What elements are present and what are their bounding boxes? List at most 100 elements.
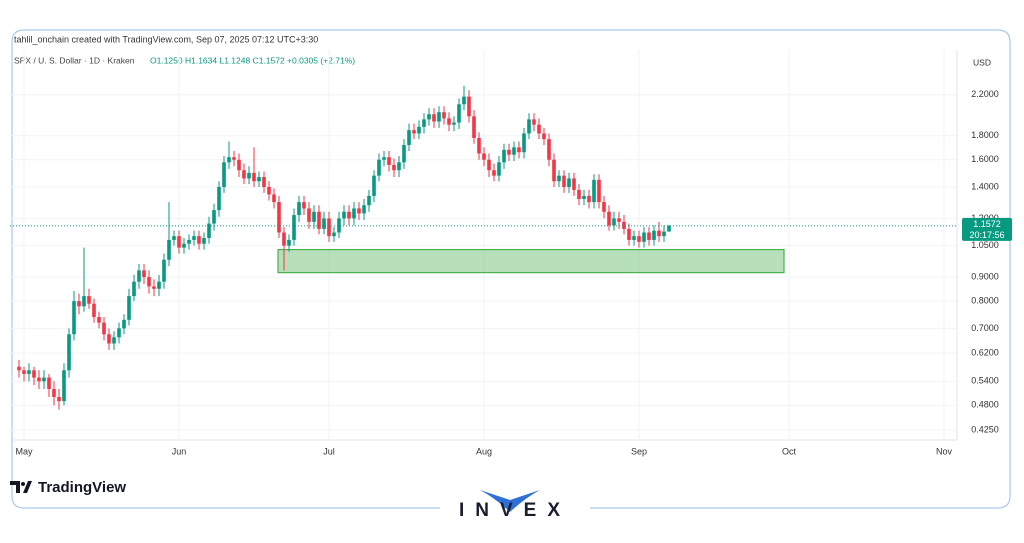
candle-body [367, 195, 371, 206]
last-price-box [962, 217, 1012, 241]
candle-body [622, 221, 626, 229]
candle-body [392, 164, 396, 171]
candle-body [142, 270, 146, 278]
candle-body [382, 157, 386, 160]
candle-body [637, 236, 641, 242]
candle-body [612, 218, 616, 226]
candle-body [422, 119, 426, 127]
candle-body [617, 218, 621, 222]
frame [11, 29, 1011, 509]
candle-body [467, 96, 471, 117]
y-tick-label: 0.4800 [971, 400, 999, 410]
candle-body [227, 157, 231, 163]
candle-body [247, 172, 251, 179]
y-tick-label: 1.2000 [971, 213, 999, 223]
candle-body [427, 114, 431, 120]
candle-body [352, 208, 356, 219]
candle-body [457, 104, 461, 123]
y-tick-label: 0.7000 [971, 323, 999, 333]
y-tick-label: 1.6000 [971, 154, 999, 164]
candle-body [87, 296, 91, 304]
candle-body [92, 303, 96, 318]
x-tick-label: May [15, 446, 33, 456]
y-tick-label: 0.5400 [971, 376, 999, 386]
candle-body [557, 175, 561, 182]
candle-body [292, 215, 296, 240]
candle-body [137, 270, 141, 282]
candle-body [77, 301, 81, 307]
candle-body [237, 159, 241, 171]
candle-body [172, 236, 176, 240]
candle-body [297, 202, 301, 216]
candle-body [287, 239, 291, 246]
candle-body [177, 236, 181, 248]
candle-body [402, 144, 406, 163]
candle-body [42, 377, 46, 382]
candle-body [362, 205, 366, 214]
candle-body [667, 225, 671, 232]
candle-body [497, 162, 501, 176]
candle-body [377, 159, 381, 176]
candle-body [272, 194, 276, 203]
candle-body [512, 147, 516, 155]
candle-body [152, 286, 156, 289]
candle-body [302, 202, 306, 209]
candle-body [107, 334, 111, 344]
x-tick-label: Jul [323, 446, 335, 456]
candle-body [462, 96, 466, 105]
candle-body [332, 232, 336, 237]
last-price-label: 1.1572 [973, 219, 1001, 229]
candle-body [197, 236, 201, 244]
candle-body [182, 243, 186, 248]
candle-body [262, 177, 266, 187]
candle-body [412, 130, 416, 134]
candle-body [27, 370, 31, 374]
candle-body [102, 322, 106, 335]
candle-body [97, 317, 101, 323]
candle-body [117, 328, 121, 338]
y-tick-label: 0.6200 [971, 348, 999, 358]
candle-body [437, 112, 441, 122]
candle-body [232, 157, 236, 160]
candle-body [252, 172, 256, 182]
y-tick-label: 1.4000 [971, 181, 999, 191]
brand-name: INVEX [459, 500, 571, 521]
x-tick-label: Sep [631, 446, 647, 456]
candle-body [592, 179, 596, 203]
symbol: SPX / U. S. Dollar · 1D · Kraken [14, 55, 135, 65]
candle-body [342, 211, 346, 219]
candle-body [537, 124, 541, 134]
platform-name: TradingView [38, 479, 126, 496]
candle-body [112, 337, 116, 344]
candle-body [22, 370, 26, 374]
candle-body [632, 236, 636, 240]
candle-body [347, 211, 351, 219]
candle-body [652, 230, 656, 240]
candle-body [122, 319, 126, 329]
candle-body [547, 139, 551, 160]
candle-body [502, 149, 506, 163]
candle-body [577, 189, 581, 199]
candle-body [277, 202, 281, 233]
candle-body [602, 202, 606, 212]
candle-body [522, 133, 526, 153]
candle-body [507, 149, 511, 155]
logo-dot [21, 482, 25, 486]
candle-body [72, 301, 76, 335]
candle-body [532, 119, 536, 125]
x-tick-label: Aug [476, 446, 492, 456]
x-tick-label: Oct [782, 446, 797, 456]
candle-body [407, 130, 411, 145]
candle-body [657, 230, 661, 237]
y-tick-label: 0.4250 [971, 425, 999, 435]
candle-body [647, 232, 651, 240]
candle-body [17, 366, 21, 371]
candle-body [222, 162, 226, 187]
support-zone [277, 248, 785, 274]
candle-body [417, 126, 421, 134]
x-tick-label: Jun [172, 446, 187, 456]
candle-body [157, 281, 161, 289]
candle-body [542, 133, 546, 140]
candle-body [642, 232, 646, 242]
x-tick-label: Nov [936, 446, 953, 456]
